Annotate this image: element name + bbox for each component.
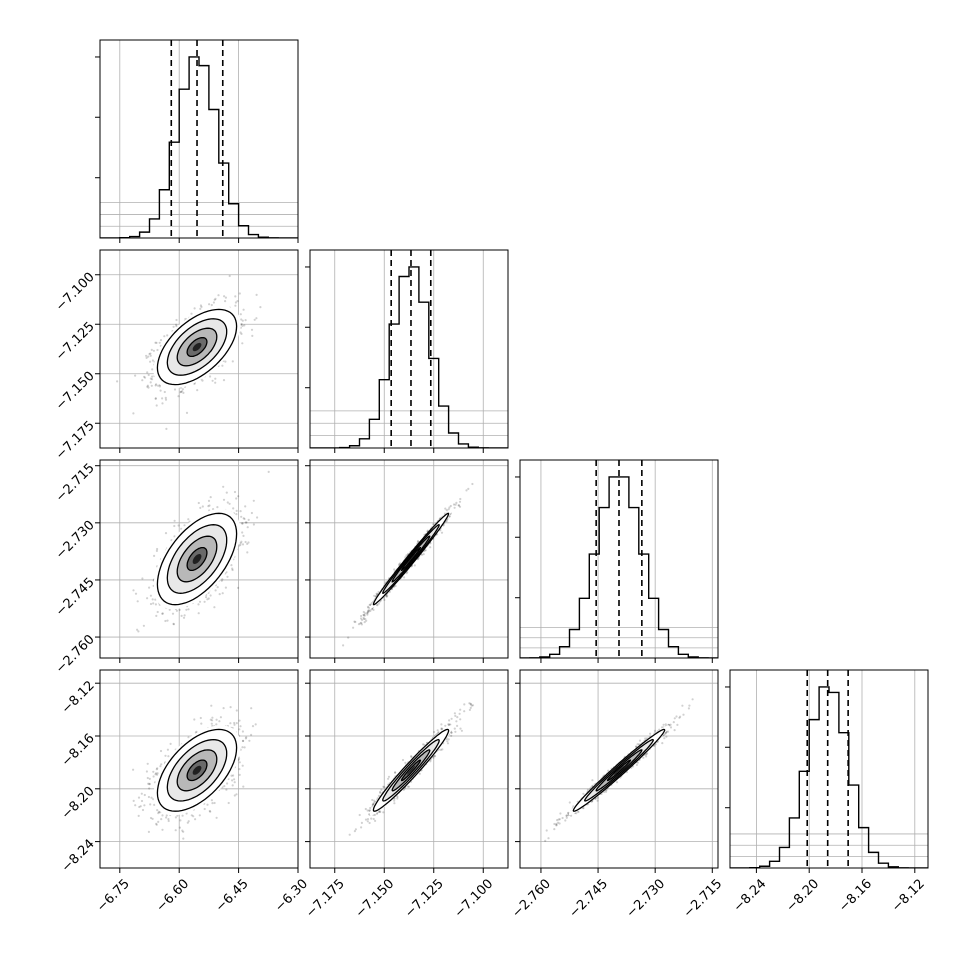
histogram-1 (310, 266, 508, 448)
contour-2-1-2 (382, 523, 440, 594)
panel-1-1 (305, 249, 509, 453)
histogram-3 (730, 686, 928, 868)
panel-2-0: −2.715 −2.730 −2.745 −2.760 (53, 459, 299, 677)
panel-frame-0-0 (99, 39, 299, 239)
density-fill-3-2-4 (614, 765, 624, 775)
x-tick-label-1-3: −7.100 (452, 876, 497, 921)
histogram-2 (520, 476, 718, 658)
y-tick-label-2-0: −2.715 (53, 461, 98, 506)
panel-3-2: −2.760 −2.745 −2.730 −2.715 (509, 669, 726, 921)
contour-2-0-3 (156, 512, 238, 606)
x-tick-label-1-1: −7.150 (353, 876, 398, 921)
histogram-0 (100, 56, 298, 238)
panel-frame-3-1 (309, 669, 509, 869)
density-fill-1-0-4 (192, 342, 202, 352)
panel-frame-1-0 (99, 249, 299, 449)
contour-3-0-2 (166, 738, 228, 802)
density-fill-2-0-4 (192, 554, 202, 564)
contour-2-0-1 (176, 535, 218, 583)
y-tick-label-3-0: −8.12 (59, 678, 98, 717)
contour-3-0-1 (176, 749, 218, 792)
contour-3-2-3 (572, 728, 666, 812)
x-tick-label-3-3: −8.12 (889, 876, 928, 915)
panel-frame-1-1 (309, 249, 509, 449)
y-tick-label-1-1: −7.125 (53, 319, 98, 364)
x-tick-label-2-0: −2.760 (509, 876, 554, 921)
contour-2-1-1 (391, 535, 431, 583)
x-tick-label-1-2: −7.125 (402, 876, 447, 921)
panel-3-1: −7.175 −7.150 −7.125 −7.100 (303, 669, 509, 921)
panel-3-0: −6.75 −6.60 −6.45 −6.30−8.12−8.16−8.20−8.24 (59, 669, 311, 915)
contour-2-0-0 (186, 546, 208, 572)
x-tick-label-0-1: −6.60 (153, 876, 192, 915)
x-tick-label-1-0: −7.175 (303, 876, 348, 921)
contour-1-0-0 (186, 336, 208, 358)
y-tick-label-2-1: −2.730 (53, 518, 98, 563)
contour-3-1-2 (382, 738, 440, 802)
contour-3-0-3 (156, 728, 238, 812)
contour-2-1-0 (400, 546, 422, 572)
panel-frame-3-3 (729, 669, 929, 869)
panel-0-0 (95, 39, 299, 243)
y-tick-label-2-3: −2.760 (53, 632, 98, 677)
panel-3-3: −8.24 −8.20 −8.16 −8.12 (725, 669, 929, 915)
x-tick-label-3-0: −8.24 (731, 876, 770, 915)
x-tick-label-3-2: −8.16 (836, 876, 875, 915)
density-fill-2-1-4 (406, 554, 416, 564)
contour-3-1-3 (372, 728, 450, 812)
panel-2-1 (305, 459, 509, 663)
y-tick-label-3-2: −8.20 (59, 784, 98, 823)
contour-3-1-0 (400, 759, 422, 782)
density-fill-3-0-4 (192, 765, 202, 775)
x-tick-label-0-0: −6.75 (94, 876, 133, 915)
y-tick-label-3-3: −8.24 (59, 837, 98, 876)
contour-2-1-3 (372, 512, 450, 606)
x-tick-label-2-2: −2.730 (624, 876, 669, 921)
x-tick-label-2-1: −2.745 (566, 876, 611, 921)
panel-frame-2-1 (309, 459, 509, 659)
panel-1-0: −7.100−7.125 −7.150−7.175 (53, 249, 299, 463)
y-tick-label-1-0: −7.100 (53, 270, 98, 315)
y-tick-label-1-3: −7.175 (53, 418, 98, 463)
contour-3-1-1 (391, 749, 431, 792)
x-tick-label-0-2: −6.45 (213, 876, 252, 915)
contour-3-2-2 (584, 738, 654, 802)
density-fill-3-1-4 (406, 765, 416, 775)
contour-1-0-2 (166, 318, 228, 376)
panel-frame-3-2 (519, 669, 719, 869)
x-tick-label-3-1: −8.20 (783, 876, 822, 915)
contour-1-0-1 (176, 327, 218, 367)
x-tick-label-2-3: −2.715 (681, 876, 726, 921)
contour-3-2-0 (606, 759, 632, 782)
contour-1-0-3 (156, 308, 238, 386)
panel-frame-3-0 (99, 669, 299, 869)
panel-frame-2-2 (519, 459, 719, 659)
y-tick-label-2-2: −2.745 (53, 575, 98, 620)
contour-3-2-1 (595, 749, 643, 792)
contour-2-0-2 (166, 524, 228, 594)
contour-3-0-0 (186, 759, 208, 782)
y-tick-label-1-2: −7.150 (53, 369, 98, 414)
panel-frame-2-0 (99, 459, 299, 659)
y-tick-label-3-1: −8.16 (59, 731, 98, 770)
panel-2-2 (515, 459, 719, 663)
